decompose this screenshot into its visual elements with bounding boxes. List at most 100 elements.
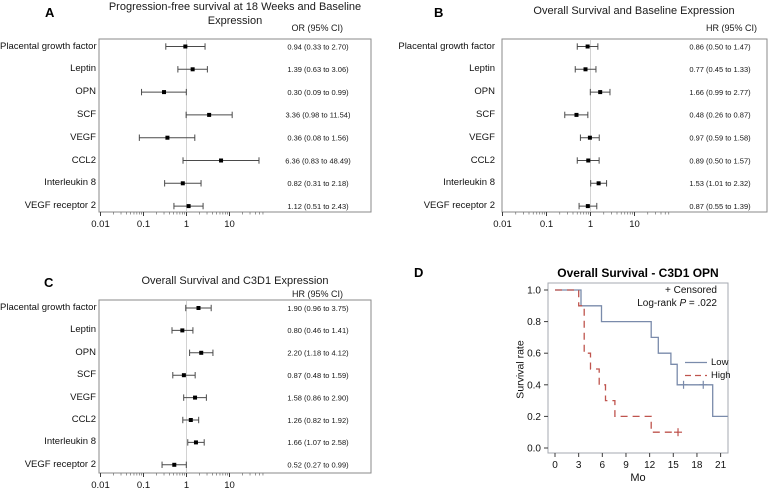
effect-value-text: 0.77 (0.45 to 1.33): [689, 65, 751, 74]
panel-c-effect-header: HR (95% CI): [291, 289, 343, 299]
forest-row-label: Placental growth factor: [0, 40, 97, 52]
forest-row-label: CCL2: [470, 154, 495, 166]
effect-value-text: 0.82 (0.31 to 2.18): [287, 179, 349, 188]
forest-row: 0.94 (0.33 to 2.70): [165, 42, 349, 51]
panel-a-title-line2: Expression: [207, 14, 263, 27]
x-axis-tick-label: 10: [224, 219, 235, 230]
plot-frame: [98, 38, 372, 213]
effect-value-text: 1.58 (0.86 to 2.90): [287, 393, 349, 402]
forest-row-label: VEGF receptor 2: [24, 200, 96, 212]
plot-frame: [98, 299, 372, 474]
effect-value-text: 2.20 (1.18 to 4.12): [287, 349, 349, 358]
km-curve-low: [555, 289, 728, 418]
effect-value-text: 0.52 (0.27 to 0.99): [287, 461, 349, 470]
x-axis-tick-label: 10: [629, 219, 640, 230]
forest-row-label: SCF: [476, 108, 495, 120]
effect-value-text: 0.87 (0.55 to 1.39): [689, 202, 751, 211]
forest-row: 0.48 (0.26 to 0.87): [564, 111, 751, 120]
x-axis-tick-label: 0.1: [540, 219, 553, 230]
y-axis-tick-label: 1.0: [527, 286, 541, 297]
km-ylabel: Survival rate: [514, 340, 527, 399]
point-estimate-marker: [193, 395, 198, 400]
forest-row: 1.66 (0.99 to 2.77): [589, 88, 751, 97]
km-logrank-prefix: Log-rank: [637, 298, 677, 309]
panel-a: A Progression-free survival at 18 Weeks …: [0, 0, 387, 245]
x-axis-tick-label: 6: [600, 460, 606, 471]
forest-row-label: OPN: [75, 346, 96, 358]
forest-row: 0.97 (0.59 to 1.58): [579, 134, 751, 143]
panel-a-effect-header: OR (95% CI): [291, 23, 343, 33]
km-p-symbol: P: [679, 298, 687, 309]
forest-row-label: Interleukin 8: [44, 177, 96, 189]
forest-row-label: Interleukin 8: [44, 436, 96, 448]
point-estimate-marker: [583, 67, 588, 72]
x-axis-tick-label: 0.01: [91, 480, 110, 491]
panel-b-effect-header: HR (95% CI): [705, 23, 757, 33]
forest-row-label: Placental growth factor: [398, 40, 495, 52]
panel-d-title: Overall Survival - C3D1 OPN: [557, 266, 719, 280]
forest-row-label: VEGF: [70, 391, 96, 403]
effect-value-text: 0.80 (0.46 to 1.41): [287, 326, 349, 335]
forest-row: 1.53 (1.01 to 2.32): [590, 179, 751, 188]
x-axis-tick-label: 1: [184, 219, 189, 230]
forest-row: 0.82 (0.31 to 2.18): [164, 179, 349, 188]
panel-c-title: Overall Survival and C3D1 Expression: [85, 275, 385, 289]
x-axis-tick-label: 1: [184, 480, 189, 491]
forest-row-label: CCL2: [71, 154, 96, 166]
effect-value-text: 0.97 (0.59 to 1.58): [689, 134, 751, 143]
effect-value-text: 0.30 (0.09 to 0.99): [287, 88, 349, 97]
forest-row: 1.39 (0.63 to 3.06): [177, 65, 349, 74]
point-estimate-marker: [585, 44, 590, 49]
forest-row-label: Leptin: [70, 63, 96, 75]
panel-b: B Overall Survival and Baseline Expressi…: [387, 0, 774, 245]
forest-row: 0.30 (0.09 to 0.99): [141, 88, 349, 97]
effect-value-text: 1.66 (1.07 to 2.58): [287, 438, 349, 447]
x-axis-tick-label: 0.1: [137, 219, 150, 230]
effect-value-text: 1.90 (0.96 to 3.75): [287, 304, 349, 313]
y-axis-tick-label: 0.0: [527, 444, 541, 455]
forest-row: 6.36 (0.83 to 48.49): [182, 156, 351, 165]
panel-a-title-line1: Progression-free survival at 18 Weeks an…: [108, 1, 362, 13]
effect-value-text: 0.48 (0.26 to 0.87): [689, 111, 751, 120]
y-axis-tick-label: 0.6: [527, 349, 541, 360]
forest-row-label: Leptin: [469, 63, 495, 75]
x-axis-tick-label: 12: [644, 460, 656, 471]
point-estimate-marker: [193, 440, 198, 445]
point-estimate-marker: [199, 350, 204, 355]
forest-row: 0.89 (0.50 to 1.57): [576, 156, 751, 165]
x-axis-tick-label: 15: [668, 460, 680, 471]
x-axis-tick-label: 1: [588, 219, 593, 230]
km-xlabel: Mo: [630, 472, 646, 484]
point-estimate-marker: [180, 328, 185, 333]
point-estimate-marker: [196, 306, 201, 310]
forest-row: 0.87 (0.55 to 1.39): [578, 202, 751, 211]
forest-row-label: VEGF receptor 2: [423, 200, 495, 212]
panel-c-letter: C: [44, 275, 54, 290]
x-axis-tick-label: 18: [691, 460, 703, 471]
forest-row-label: VEGF: [469, 131, 495, 143]
x-axis-tick-label: 0.01: [91, 219, 110, 230]
panel-b-letter: B: [434, 5, 444, 20]
x-axis-tick-label: 0: [552, 460, 558, 471]
forest-row: 1.12 (0.51 to 2.43): [173, 202, 349, 211]
forest-row: 0.87 (0.48 to 1.59): [172, 371, 349, 380]
forest-row: 1.26 (0.82 to 1.92): [182, 416, 349, 425]
panel-a-letter: A: [45, 5, 55, 20]
point-estimate-marker: [181, 373, 186, 378]
forest-row: 1.90 (0.96 to 3.75): [185, 304, 349, 313]
effect-value-text: 1.39 (0.63 to 3.06): [287, 65, 349, 74]
point-estimate-marker: [172, 462, 177, 467]
effect-value-text: 0.89 (0.50 to 1.57): [689, 156, 751, 165]
point-estimate-marker: [188, 418, 193, 422]
forest-row: 0.52 (0.27 to 0.99): [161, 461, 349, 470]
point-estimate-marker: [585, 204, 590, 209]
panel-a-title: Progression-free survival at 18 Weeks an…: [85, 1, 385, 28]
forest-row-label: VEGF receptor 2: [24, 458, 96, 470]
km-censored-note: + Censored: [665, 285, 717, 296]
effect-value-text: 0.94 (0.33 to 2.70): [287, 42, 349, 51]
forest-row-label: OPN: [75, 86, 96, 98]
forest-row-label: SCF: [77, 369, 96, 381]
forest-row: 0.36 (0.08 to 1.56): [138, 134, 349, 143]
forest-row-label: Placental growth factor: [0, 302, 97, 313]
